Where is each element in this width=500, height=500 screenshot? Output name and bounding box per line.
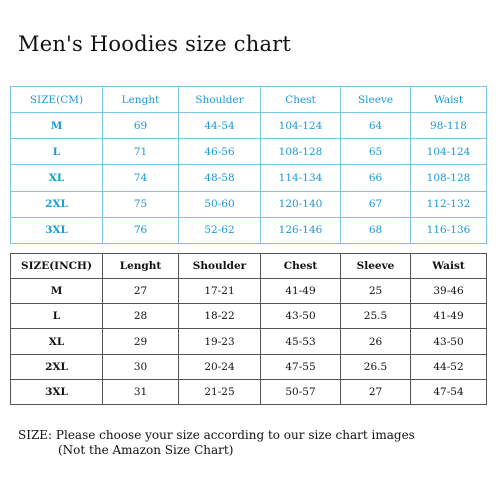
table-cell: 68 [340,216,411,245]
table-cell: 71 [102,138,179,166]
table-row: 3XL 76 52-62 126-146 68 116-136 [10,216,487,245]
header-cell: Shoulder [178,252,261,280]
table-cell: 20-24 [178,353,261,380]
table-cell: 45-53 [260,328,341,355]
table-cell: 116-136 [410,216,487,245]
table-cell: 47-55 [260,353,341,380]
table-row: 2XL 30 20-24 47-55 26.5 44-52 [10,353,487,380]
table-row: 3XL 31 21-25 50-57 27 47-54 [10,378,487,406]
table-cell: 104-124 [260,112,341,140]
table-cell: 46-56 [178,138,261,166]
size-cell: L [10,303,103,330]
size-cell: M [10,112,103,140]
table-cell: 108-128 [410,164,487,192]
table-cell: 31 [102,378,179,406]
table-cell: 17-21 [178,278,261,305]
header-cell: Shoulder [178,85,261,114]
table-cell: 67 [340,190,411,218]
size-cell: XL [10,328,103,355]
table-cell: 48-58 [178,164,261,192]
table-cell: 64 [340,112,411,140]
table-cell: 25 [340,278,411,305]
table-cell: 112-132 [410,190,487,218]
size-note: SIZE: Please choose your size according … [18,428,415,442]
table-cell: 52-62 [178,216,261,245]
table-cell: 41-49 [260,278,341,305]
table-cell: 30 [102,353,179,380]
table-cell: 28 [102,303,179,330]
table-cell: 43-50 [260,303,341,330]
table-cell: 29 [102,328,179,355]
size-cell: 3XL [10,378,103,406]
table-cell: 39-46 [410,278,487,305]
header-cell: SIZE(CM) [10,85,103,114]
size-cell: 3XL [10,216,103,245]
size-cell: M [10,278,103,305]
size-cell: 2XL [10,353,103,380]
table-cell: 25.5 [340,303,411,330]
table-row: M 69 44-54 104-124 64 98-118 [10,112,487,140]
header-cell: SIZE(INCH) [10,252,103,280]
table-cell: 65 [340,138,411,166]
table-cell: 66 [340,164,411,192]
table-cell: 76 [102,216,179,245]
header-cell: Lenght [102,252,179,280]
table-cell: 69 [102,112,179,140]
table-row: 2XL 75 50-60 120-140 67 112-132 [10,190,487,218]
page-title: Men's Hoodies size chart [18,32,292,56]
header-cell: Waist [410,252,487,280]
table-cell: 27 [340,378,411,406]
table-cell: 18-22 [178,303,261,330]
table-header-row: SIZE(CM) Lenght Shoulder Chest Sleeve Wa… [10,85,487,114]
table-header-row: SIZE(INCH) Lenght Shoulder Chest Sleeve … [10,252,487,280]
table-cell: 108-128 [260,138,341,166]
table-cell: 50-60 [178,190,261,218]
table-cell: 26.5 [340,353,411,380]
size-note-subtext: (Not the Amazon Size Chart) [58,443,234,457]
table-cell: 44-52 [410,353,487,380]
inch-size-table: SIZE(INCH) Lenght Shoulder Chest Sleeve … [10,252,487,406]
table-row: L 28 18-22 43-50 25.5 41-49 [10,303,487,330]
size-cell: XL [10,164,103,192]
header-cell: Waist [410,85,487,114]
table-cell: 27 [102,278,179,305]
table-cell: 26 [340,328,411,355]
size-cell: L [10,138,103,166]
table-cell: 98-118 [410,112,487,140]
table-row: XL 74 48-58 114-134 66 108-128 [10,164,487,192]
table-cell: 19-23 [178,328,261,355]
table-cell: 50-57 [260,378,341,406]
table-cell: 120-140 [260,190,341,218]
table-cell: 114-134 [260,164,341,192]
header-cell: Sleeve [340,85,411,114]
header-cell: Chest [260,85,341,114]
cm-size-table: SIZE(CM) Lenght Shoulder Chest Sleeve Wa… [10,85,487,245]
header-cell: Chest [260,252,341,280]
table-cell: 74 [102,164,179,192]
table-row: L 71 46-56 108-128 65 104-124 [10,138,487,166]
table-row: M 27 17-21 41-49 25 39-46 [10,278,487,305]
table-cell: 75 [102,190,179,218]
table-cell: 47-54 [410,378,487,406]
table-cell: 43-50 [410,328,487,355]
header-cell: Sleeve [340,252,411,280]
header-cell: Lenght [102,85,179,114]
table-cell: 44-54 [178,112,261,140]
table-cell: 104-124 [410,138,487,166]
table-cell: 41-49 [410,303,487,330]
table-cell: 126-146 [260,216,341,245]
size-cell: 2XL [10,190,103,218]
table-row: XL 29 19-23 45-53 26 43-50 [10,328,487,355]
table-cell: 21-25 [178,378,261,406]
